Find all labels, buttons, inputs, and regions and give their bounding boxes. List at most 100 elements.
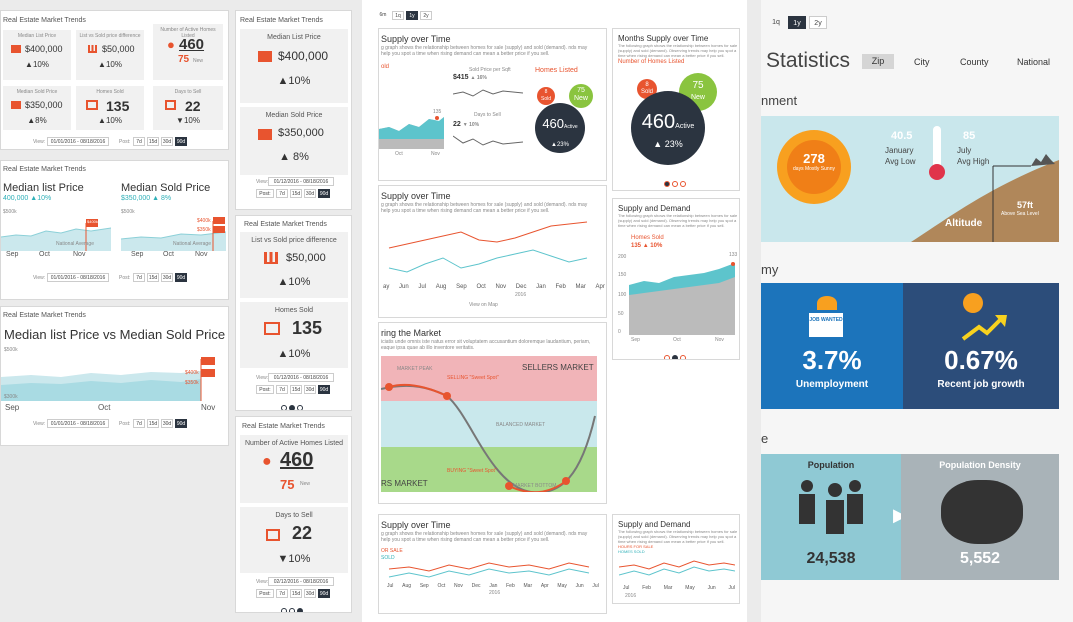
thermometer-icon (933, 126, 941, 172)
card-title: Real Estate Market Trends (3, 17, 86, 24)
supply-area-chart (379, 116, 444, 149)
period-90d[interactable]: 90d (175, 273, 187, 282)
list-vs-sold-card: Real Estate Market Trends Median list Pr… (0, 306, 229, 446)
card-title: Real Estate Market Trends (244, 221, 327, 228)
period-90d[interactable]: 90d (175, 419, 187, 428)
median-sold-tile[interactable]: Median Sold Price $350,000 ▲ 8% (240, 107, 348, 175)
tab-national[interactable]: National (1017, 57, 1051, 67)
view-map-link[interactable]: View on Map (469, 302, 498, 308)
date-range-input[interactable]: 01/12/2016 - 08/18/2016 (268, 373, 334, 382)
period-1q[interactable]: 1q (772, 19, 780, 26)
location-pin-icon: ● (262, 453, 272, 470)
median-list-sparkline (1, 219, 111, 251)
period-90d[interactable]: 90d (318, 385, 330, 394)
market-cycle-card: ring the Market iciatis unde omnis iste … (378, 322, 607, 504)
supply-demand-card-1: Supply and Demand The following graph sh… (612, 198, 740, 360)
period-15d[interactable]: 15d (290, 385, 302, 394)
calendar-icon (165, 100, 176, 110)
period-7d[interactable]: 7d (133, 419, 145, 428)
period-1q[interactable]: 1q (392, 11, 404, 20)
date-range-input[interactable]: 01/12/2016 - 08/18/2016 (268, 177, 334, 186)
period-90d[interactable]: 90d (318, 589, 330, 598)
active-homes-tile[interactable]: Number of Active Homes Listed ● 460 75 N… (240, 435, 348, 503)
date-range-input[interactable]: 01/01/2016 - 08/18/2016 (47, 273, 109, 282)
comparison-area-chart (1, 357, 215, 401)
supply-time-card-3: Supply over Time g graph shows the relat… (378, 514, 607, 614)
month-row: ay Jun Jul Aug Sep Oct Nov Dec Jan Feb Mar Apr (383, 284, 605, 290)
pager-dots[interactable] (280, 398, 304, 410)
tab-county[interactable]: County (960, 57, 989, 67)
sun-center: 278 days Mostly Sunny (787, 140, 841, 194)
growth-person-icon (963, 293, 983, 313)
period-30d[interactable]: 30d (304, 385, 316, 394)
period-30d[interactable]: 30d (304, 189, 316, 198)
period-30d[interactable]: 30d (161, 419, 173, 428)
period-30d[interactable]: 30d (304, 589, 316, 598)
calendar-icon (266, 529, 280, 541)
period-7d[interactable]: 7d (276, 189, 288, 198)
days-to-sell-tile[interactable]: Days to Sell 22 ▼10% (153, 86, 223, 130)
period-7d[interactable]: 7d (133, 137, 145, 146)
supply-demand-area (629, 262, 735, 335)
period-7d[interactable]: 7d (133, 273, 145, 282)
pager-dots[interactable] (280, 601, 304, 612)
period-2y[interactable]: 2y (420, 11, 432, 20)
date-range-input[interactable]: 01/01/2016 - 08/18/2016 (47, 419, 109, 428)
supply-demand-lines (619, 560, 735, 576)
page-title: Statistics (766, 49, 851, 72)
density-tile: Population Density 5,552 (901, 454, 1059, 580)
active-circle: 460Active ▲ 23% (631, 91, 705, 165)
days-to-sell-tile[interactable]: Days to Sell 22 ▼10% (240, 507, 348, 573)
pager-dots[interactable] (663, 174, 687, 190)
date-range-input[interactable]: 01/01/2016 - 08/18/2016 (47, 137, 109, 146)
median-list-tile[interactable]: Median List Price $400,000 ▲10% (240, 29, 348, 103)
job-growth-tile: 0.67% Recent job growth (903, 283, 1059, 409)
tab-zip[interactable]: Zip (862, 54, 894, 69)
homes-sold-tile[interactable]: Homes Sold 135 ▲10% (240, 302, 348, 368)
pager-dots[interactable] (280, 202, 304, 209)
house-price-icon (258, 129, 272, 140)
homes-sold-tile[interactable]: Homes Sold 135 ▲10% (76, 86, 144, 130)
price-sparkline (453, 89, 523, 97)
balanced-zone (381, 401, 597, 447)
card-title: Real Estate Market Trends (3, 166, 86, 173)
month-row: Jul Feb Mar May Jun Jul (623, 585, 735, 591)
date-range-input[interactable]: 02/12/2016 - 08/18/2016 (268, 577, 334, 586)
kpi-overview-card: Real Estate Market Trends Median List Pr… (0, 10, 229, 150)
period-1y[interactable]: 1y (788, 16, 806, 29)
period-30d[interactable]: 30d (161, 137, 173, 146)
active-homes-tile[interactable]: Number of Active Homes Listed ● 460 75 N… (153, 24, 223, 80)
tab-city[interactable]: City (914, 57, 930, 67)
active-circle: 460Active ▲23% (535, 103, 585, 153)
period-2y[interactable]: 2y (809, 16, 827, 29)
house-price-icon (11, 101, 21, 109)
job-wanted-sign: JOB WANTED (809, 313, 843, 337)
mobile-sales-card: Real Estate Market Trends List vs Sold p… (235, 215, 352, 411)
supply-time-card-1: Supply over Time g graph shows the relat… (378, 28, 607, 181)
altitude-hill (911, 154, 1059, 242)
median-list-tile[interactable]: Median List Price $400,000 ▲10% (3, 30, 71, 80)
environment-heading: nment (761, 93, 798, 108)
period-15d[interactable]: 15d (290, 589, 302, 598)
period-15d[interactable]: 15d (290, 189, 302, 198)
sold-circle: 8 Sold (537, 87, 555, 105)
period-15d[interactable]: 15d (147, 273, 159, 282)
period-15d[interactable]: 15d (147, 137, 159, 146)
period-6m[interactable]: 6m (376, 11, 390, 20)
list-vs-sold-tile[interactable]: List vs Sold price difference $50,000 ▲1… (76, 30, 144, 80)
period-15d[interactable]: 15d (147, 419, 159, 428)
density-cluster-icon (941, 480, 1023, 544)
pager-dots[interactable] (663, 348, 687, 359)
list-vs-sold-tile[interactable]: List vs Sold price difference $50,000 ▲1… (240, 232, 348, 298)
period-90d[interactable]: 90d (175, 137, 187, 146)
population-people-icon (799, 480, 863, 534)
period-1y[interactable]: 1y (406, 11, 418, 20)
median-sold-tile[interactable]: Median Sold Price $350,000 ▲8% (3, 86, 71, 130)
period-30d[interactable]: 30d (161, 273, 173, 282)
months-supply-card: Months Supply over Time The following gr… (612, 28, 740, 191)
house-price-icon (258, 51, 272, 62)
period-7d[interactable]: 7d (276, 385, 288, 394)
period-90d[interactable]: 90d (318, 189, 330, 198)
period-7d[interactable]: 7d (276, 589, 288, 598)
environment-panel: 278 days Mostly Sunny 40.5 January Avg L… (761, 116, 1059, 242)
